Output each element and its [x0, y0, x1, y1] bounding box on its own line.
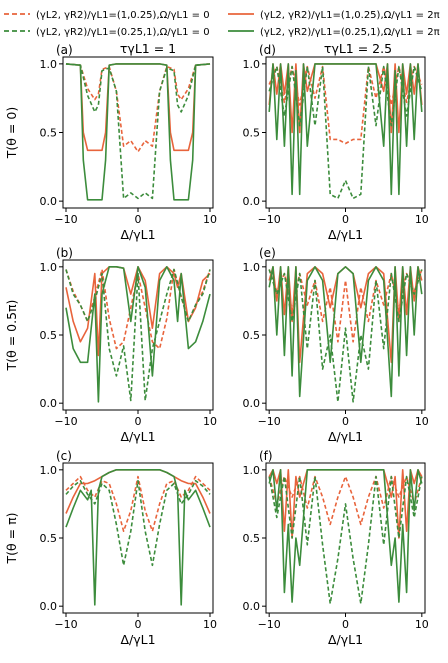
series-line-1	[65, 63, 211, 153]
panel-a: (a) −10 0 10 0.0 0.5 1.0 Δ/γL1 T(θ = 0)	[4, 43, 217, 242]
x-tick-label: −10	[54, 415, 77, 428]
x-tick-label: 10	[415, 213, 429, 226]
x-tick-label: 10	[415, 415, 429, 428]
y-tick-label: 0.0	[243, 600, 261, 613]
y-tick-label: 0.5	[243, 532, 261, 545]
x-axis-label: Δ/γL1	[328, 632, 363, 647]
x-tick-label: −10	[258, 415, 281, 428]
panel-label: (c)	[56, 449, 72, 463]
legend-label-4: (γL2, γR2)/γL1=(0.25,1),Ω/γL1 = 2π	[260, 27, 440, 38]
y-tick-label: 0.5	[40, 329, 58, 342]
x-axis-label: Δ/γL1	[328, 429, 363, 444]
series-line-3	[268, 269, 423, 403]
series-line-4	[268, 63, 423, 196]
x-axis-label: Δ/γL1	[120, 632, 155, 647]
series-line-2	[65, 63, 211, 152]
y-tick-label: 0.5	[40, 127, 58, 140]
column-title-1: τγL1 = 1	[120, 41, 176, 56]
y-tick-label: 1.0	[40, 464, 58, 477]
y-tick-label: 0.5	[243, 329, 261, 342]
x-tick-label: 10	[203, 415, 217, 428]
series-line-4	[65, 468, 211, 606]
x-axis-label: Δ/γL1	[120, 227, 155, 242]
x-tick-label: −10	[258, 213, 281, 226]
x-tick-label: 0	[342, 618, 349, 631]
legend-label-2: (γL2, γR2)/γL1=(1,0.25),Ω/γL1 = 2π	[260, 10, 440, 21]
x-tick-label: 10	[203, 213, 217, 226]
y-tick-label: 0.0	[243, 195, 261, 208]
x-tick-label: 10	[415, 618, 429, 631]
y-tick-label: 0.0	[40, 195, 58, 208]
y-tick-label: 1.0	[40, 58, 58, 71]
y-axis-label: T(θ = 0)	[4, 107, 19, 159]
y-tick-label: 1.0	[243, 58, 261, 71]
x-tick-label: 0	[135, 415, 142, 428]
panel-label: (e)	[259, 246, 276, 260]
y-tick-label: 0.0	[40, 397, 58, 410]
panel-f: (f) −10 0 10 0.0 0.5 1.0 Δ/γL1	[243, 449, 429, 647]
x-tick-label: 0	[342, 415, 349, 428]
series-line-4	[268, 265, 423, 398]
column-title-2: τγL1 = 2.5	[324, 41, 392, 56]
panel-label: (b)	[56, 246, 73, 260]
panel-label: (a)	[56, 43, 73, 57]
x-tick-label: 10	[203, 618, 217, 631]
x-axis-label: Δ/γL1	[120, 429, 155, 444]
y-axis-label: T(θ = π)	[4, 513, 19, 565]
x-tick-label: 0	[135, 213, 142, 226]
series-line-4	[65, 63, 211, 201]
series-line-4	[268, 468, 423, 603]
x-tick-label: 0	[342, 213, 349, 226]
y-tick-label: 1.0	[243, 261, 261, 274]
y-tick-label: 0.5	[243, 127, 261, 140]
legend-label-3: (γL2, γR2)/γL1=(0.25,1),Ω/γL1 = 0	[36, 27, 210, 38]
panel-b: (b) −10 0 10 0.0 0.5 1.0 Δ/γL1 T(θ = 0.5π)	[4, 246, 217, 444]
legend-label-1: (γL2, γR2)/γL1=(1,0.25),Ω/γL1 = 0	[36, 10, 210, 21]
y-tick-label: 1.0	[243, 464, 261, 477]
y-tick-label: 1.0	[40, 261, 58, 274]
panel-c: (c) −10 0 10 0.0 0.5 1.0 Δ/γL1 T(θ = π)	[4, 449, 217, 647]
x-axis-label: Δ/γL1	[328, 227, 363, 242]
series-line-3	[268, 475, 423, 605]
series-line-1	[268, 475, 423, 526]
series-line-3	[65, 479, 211, 567]
panel-e: (e) −10 0 10 0.0 0.5 1.0 Δ/γL1	[243, 246, 429, 444]
series-line-1	[65, 475, 211, 533]
series-line-3	[65, 63, 211, 200]
y-tick-label: 0.0	[40, 600, 58, 613]
panel-d: (d) −10 0 10 0.0 0.5 1.0 Δ/γL1	[243, 43, 429, 242]
series-line-2	[268, 265, 423, 364]
y-axis-label: T(θ = 0.5π)	[4, 300, 19, 372]
x-tick-label: −10	[258, 618, 281, 631]
series-line-4	[65, 265, 211, 403]
panel-label: (f)	[259, 449, 273, 463]
y-tick-label: 0.0	[243, 397, 261, 410]
x-tick-label: 0	[135, 618, 142, 631]
panel-label: (d)	[259, 43, 276, 57]
series-line-3	[65, 268, 211, 402]
y-tick-label: 0.5	[40, 532, 58, 545]
series-line-2	[268, 63, 423, 134]
x-tick-label: −10	[54, 618, 77, 631]
x-tick-label: −10	[54, 213, 77, 226]
